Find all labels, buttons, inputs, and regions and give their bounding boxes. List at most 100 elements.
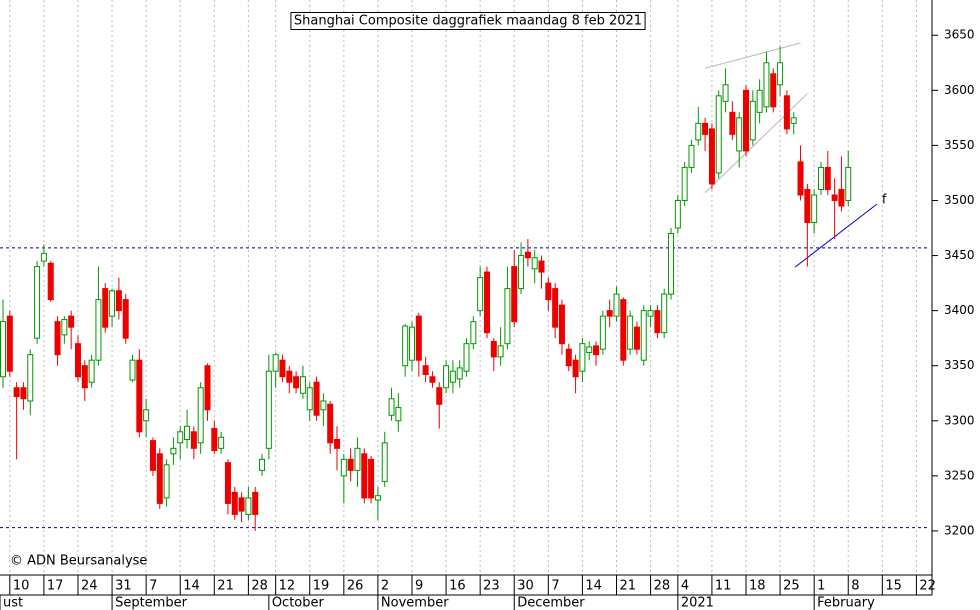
candle-body <box>197 387 204 444</box>
candle-body <box>538 260 545 273</box>
candle-body <box>736 117 743 152</box>
candle-body <box>763 62 770 108</box>
candle-body <box>518 255 525 290</box>
month-label: October <box>272 596 325 610</box>
candle-body <box>279 359 286 378</box>
candle-body <box>511 266 518 323</box>
trend-label: f <box>882 193 887 208</box>
month-label: November <box>381 596 449 610</box>
candle-body <box>61 318 68 336</box>
x-tick-label: 7 <box>149 579 157 594</box>
candle-body <box>490 340 497 358</box>
x-tick-label: 12 <box>279 579 296 594</box>
x-tick-label: 30 <box>517 579 534 594</box>
candle-body <box>54 321 61 356</box>
candle-body <box>565 348 572 367</box>
candle-body <box>313 381 320 416</box>
y-tick-label: 3650 <box>944 28 975 42</box>
candle-body <box>20 387 27 400</box>
candle-body <box>470 321 477 345</box>
candle-body <box>838 188 845 207</box>
candle-body <box>40 252 47 262</box>
x-tick-label: 28 <box>654 579 671 594</box>
y-tick-label: 3600 <box>944 83 975 97</box>
candle-body <box>729 111 736 135</box>
x-tick-label: 22 <box>919 579 936 594</box>
candle-body <box>804 188 811 224</box>
candle-body <box>797 161 804 196</box>
candle-body <box>524 251 531 259</box>
candle-body <box>320 400 327 411</box>
y-tick-label: 3250 <box>944 468 975 482</box>
candle-body <box>88 359 95 383</box>
x-tick-label: 24 <box>81 579 98 594</box>
candle-body <box>286 370 293 383</box>
trend-line <box>704 42 801 69</box>
candle-body <box>777 62 784 86</box>
candle-body <box>456 367 463 380</box>
candle-body <box>347 458 354 471</box>
candle-body <box>613 293 620 317</box>
candle-body <box>0 321 6 378</box>
candle-body <box>170 447 177 455</box>
trend-line <box>704 93 808 194</box>
candle-body <box>436 387 443 405</box>
candle-body <box>204 365 211 411</box>
candle-body <box>790 117 797 124</box>
candle-body <box>115 290 122 312</box>
candle-body <box>34 266 41 339</box>
candle-body <box>845 166 852 201</box>
candle-body <box>156 453 163 504</box>
x-tick-label: 23 <box>483 579 500 594</box>
candle-body <box>817 166 824 190</box>
candle-body <box>211 427 218 452</box>
candle-body <box>6 315 13 372</box>
candle-body <box>627 315 634 350</box>
month-label: September <box>115 596 188 610</box>
x-tick-label: 14 <box>585 579 602 594</box>
candle-body <box>749 100 756 141</box>
candle-body <box>483 271 490 334</box>
candle-body <box>143 409 150 422</box>
candle-body <box>122 299 129 339</box>
x-tick-label: 2 <box>381 579 389 594</box>
x-tick-label: 25 <box>783 579 800 594</box>
y-tick-label: 3500 <box>944 193 975 207</box>
candle-body <box>68 315 75 328</box>
candle-body <box>545 282 552 301</box>
candle-body <box>668 233 675 295</box>
candle-body <box>299 376 306 394</box>
x-tick-label: 10 <box>13 579 30 594</box>
candle-body <box>361 453 368 499</box>
x-tick-label: 28 <box>251 579 268 594</box>
candle-body <box>715 95 722 174</box>
candle-body <box>224 462 231 504</box>
candle-body <box>593 345 600 356</box>
candle-body <box>633 326 640 350</box>
candle-body <box>824 166 831 190</box>
candle-body <box>586 346 593 353</box>
candle-body <box>265 370 272 449</box>
candle-body <box>640 310 647 361</box>
candle-body <box>477 277 484 312</box>
candle-body <box>27 354 34 402</box>
candle-body <box>272 354 279 372</box>
candle-body <box>674 199 681 229</box>
candle-body <box>463 343 470 372</box>
candle-body <box>572 359 579 378</box>
candle-body <box>647 310 654 317</box>
x-tick-label: 4 <box>681 579 689 594</box>
candle-body <box>606 310 613 317</box>
candle-body <box>415 315 422 361</box>
candle-body <box>654 310 661 334</box>
candle-body <box>306 387 313 411</box>
candle-body <box>327 403 334 444</box>
candle-body <box>756 89 763 113</box>
candle-body <box>102 288 109 328</box>
candle-body <box>340 458 347 477</box>
candle-body <box>129 359 136 381</box>
candle-body <box>47 262 54 301</box>
candle-body <box>95 299 102 361</box>
candle-body <box>259 458 266 471</box>
